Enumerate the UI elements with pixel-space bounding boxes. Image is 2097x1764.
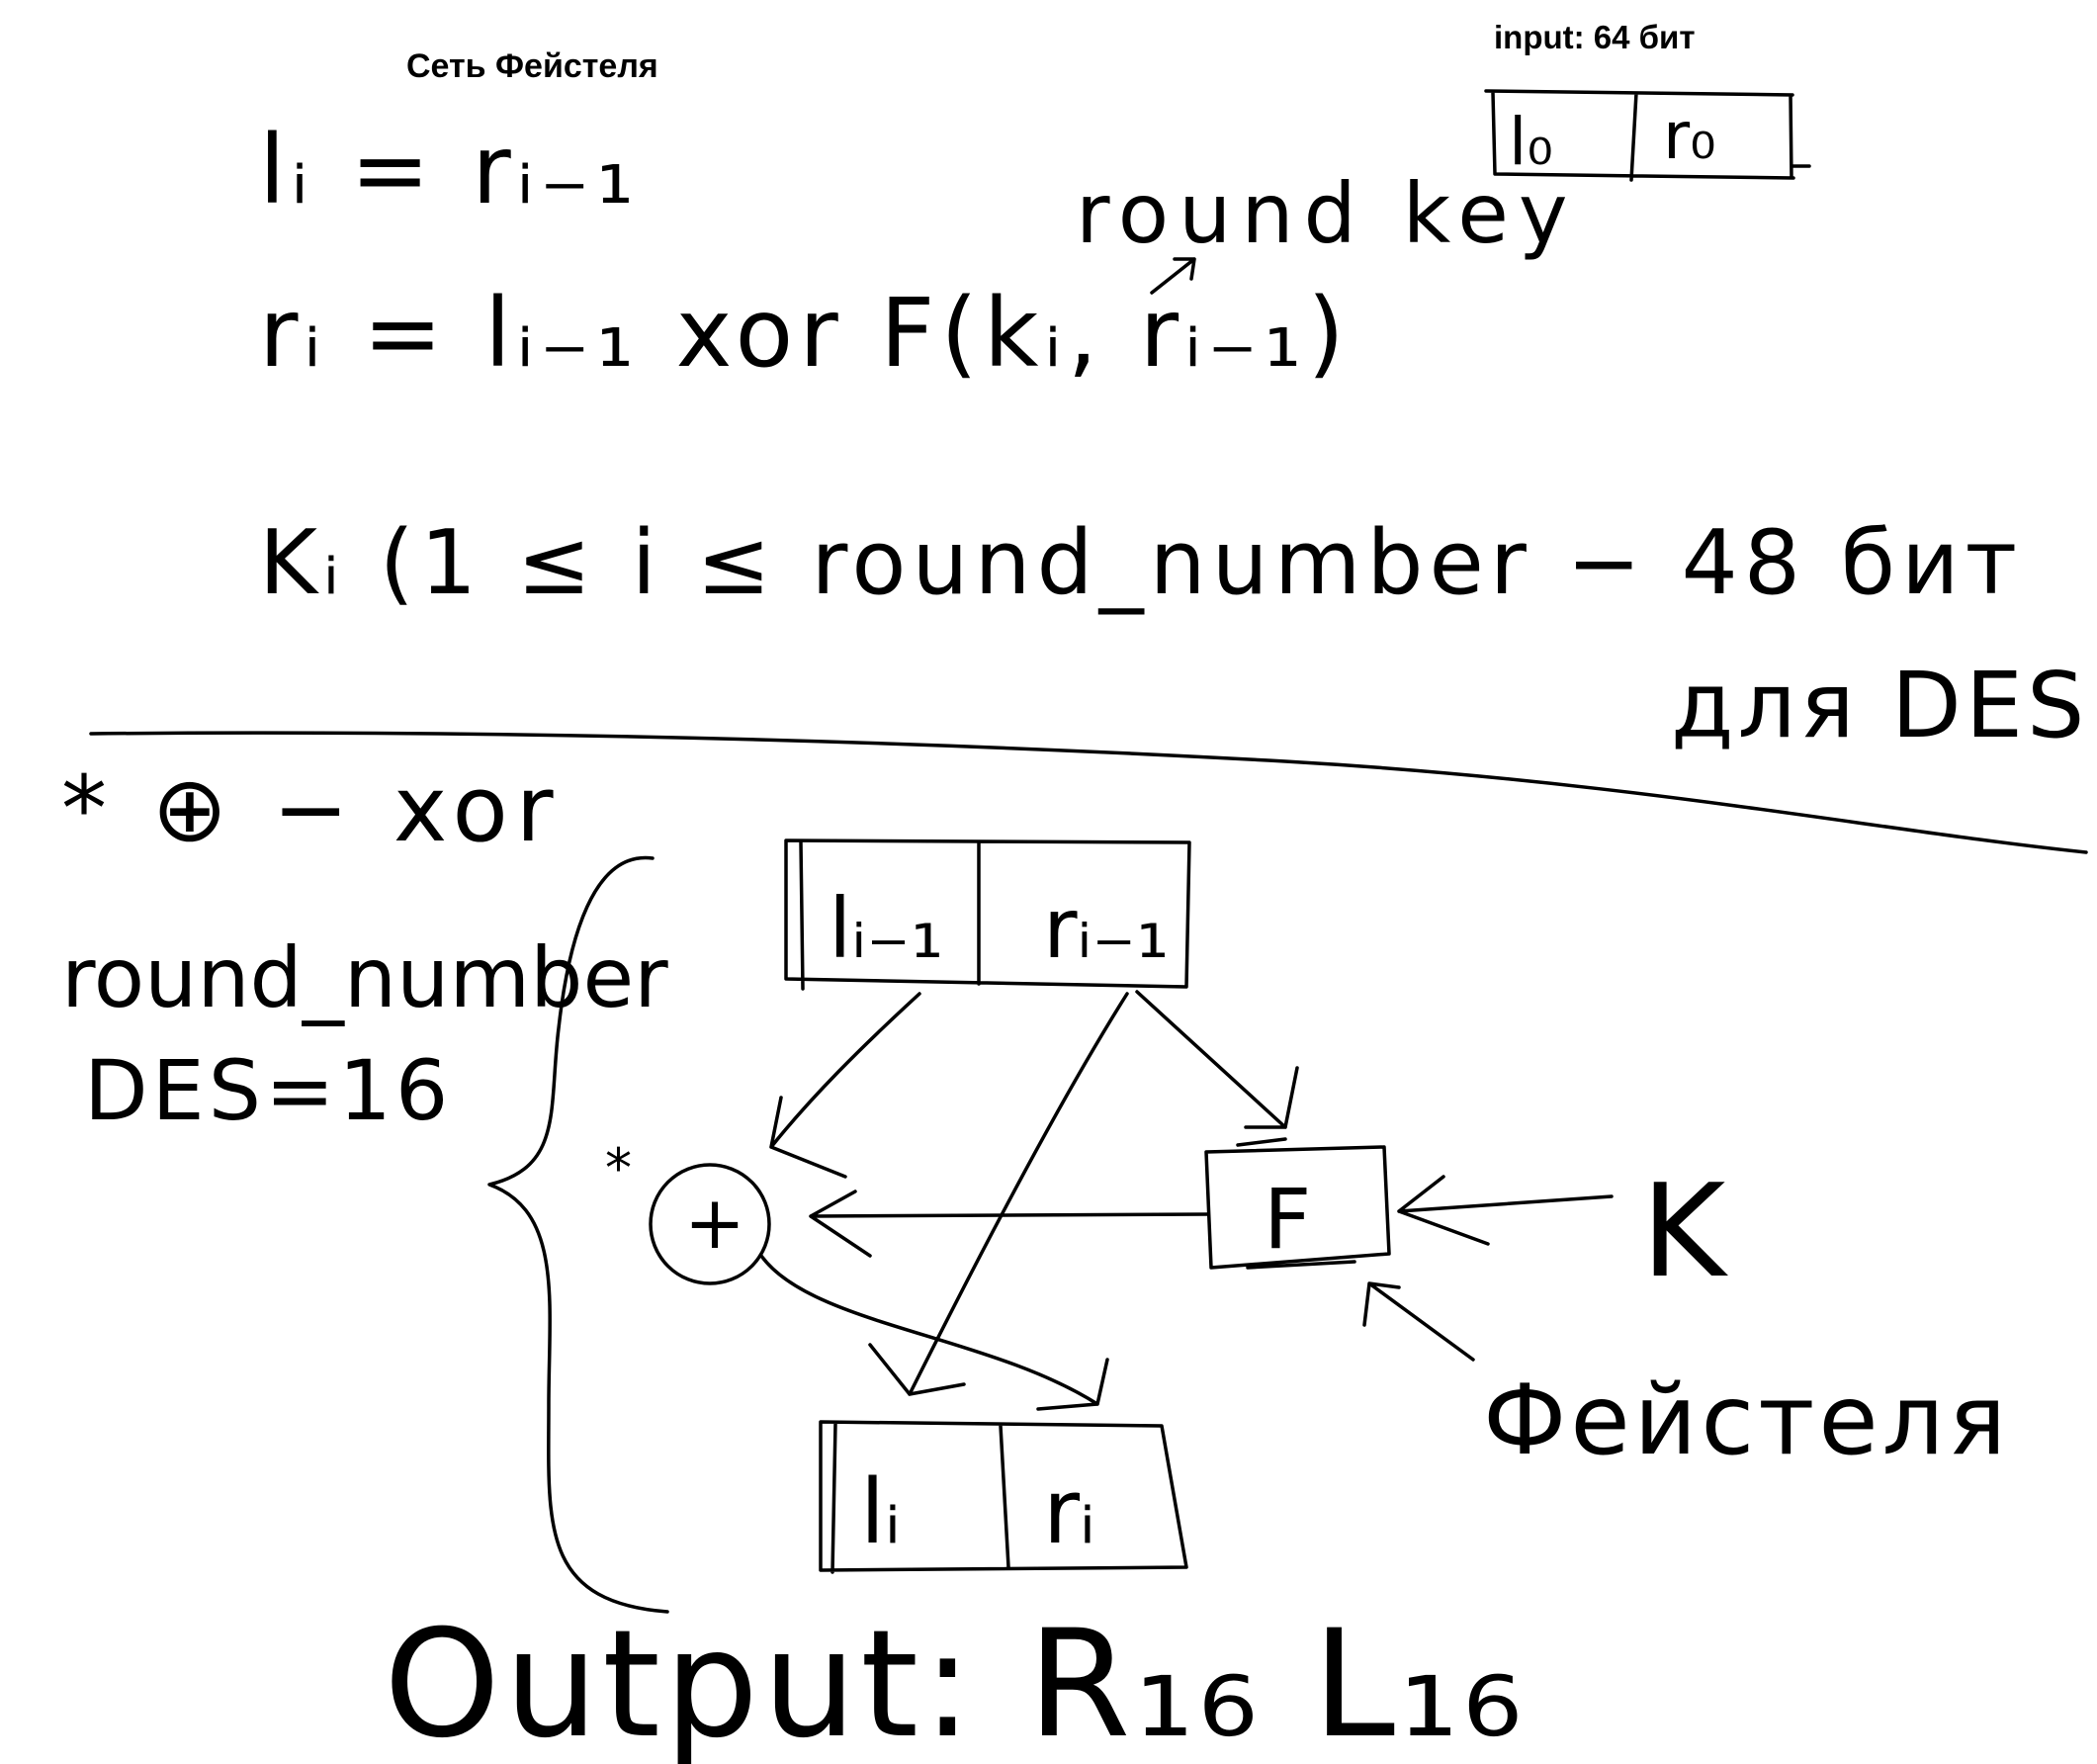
arrows [759, 990, 1614, 1411]
input-block-outline [1484, 89, 1811, 182]
top-block-left: lᵢ₋₁ [829, 880, 943, 977]
formula-l-i: lᵢ = rᵢ₋₁ [259, 115, 640, 225]
bottom-block-outline [819, 1420, 1188, 1574]
input-block: l₀ r₀ [1484, 89, 1811, 182]
bottom-block-left: lᵢ [860, 1460, 901, 1564]
bottom-block: lᵢ rᵢ [819, 1420, 1188, 1574]
input-size-label: input: 64 бит [1494, 19, 1696, 55]
formula-r-i: rᵢ = lᵢ₋₁ xor F(kᵢ, rᵢ₋₁) [259, 278, 1351, 389]
legend: * ⊕ − xor round_number DES=16 [61, 756, 668, 1139]
round-brace [487, 855, 669, 1614]
round-number-label: round_number [61, 929, 668, 1026]
formula-key-range-cont: для DES [1671, 653, 2088, 758]
divider-line [89, 731, 2088, 854]
input-block-left: l₀ [1509, 104, 1553, 180]
f-caption: Фейстеля [1483, 1365, 2010, 1477]
xor-plus: + [684, 1181, 745, 1266]
arrow-caption-to-f [1362, 1281, 1475, 1362]
des-rounds-label: DES=16 [84, 1042, 452, 1139]
xor-legend: * ⊕ − xor [61, 756, 562, 862]
arrow-f-to-xor [809, 1190, 1210, 1258]
xor-node: * + [605, 1137, 771, 1285]
arrow-l-to-xor [769, 992, 921, 1179]
arrow-r-to-f [1135, 990, 1299, 1129]
input-block-right: r₀ [1663, 98, 1716, 174]
arrow-k-to-f [1397, 1175, 1614, 1246]
f-box-label: F [1264, 1171, 1311, 1268]
round-key-note: round key [1076, 165, 1578, 262]
bottom-block-right: rᵢ [1043, 1460, 1095, 1564]
xor-mark: * [605, 1137, 632, 1199]
top-block: lᵢ₋₁ rᵢ₋₁ [784, 838, 1191, 991]
arrow-r-to-li [868, 992, 1129, 1396]
f-box-outline [1204, 1137, 1391, 1270]
key-label: K [1641, 1156, 1728, 1306]
output-label: Output: R₁₆ L₁₆ [384, 1599, 1526, 1764]
top-block-right: rᵢ₋₁ [1043, 880, 1170, 977]
formula-key-range: Kᵢ (1 ≤ i ≤ round_number − 48 бит [259, 511, 2023, 615]
round-key-arrow [1150, 257, 1196, 295]
xor-circle [649, 1163, 771, 1285]
top-block-outline [784, 838, 1191, 991]
formulas: lᵢ = rᵢ₋₁ round key rᵢ = lᵢ₋₁ xor F(kᵢ, … [259, 115, 2088, 758]
f-box: F [1204, 1137, 1391, 1270]
page-title: Сеть Фейстеля [406, 47, 658, 85]
arrow-xor-to-ri [759, 1254, 1109, 1411]
